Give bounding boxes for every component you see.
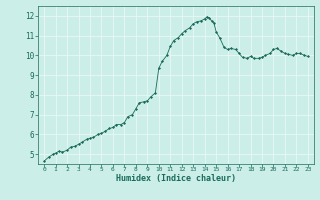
X-axis label: Humidex (Indice chaleur): Humidex (Indice chaleur) bbox=[116, 174, 236, 183]
